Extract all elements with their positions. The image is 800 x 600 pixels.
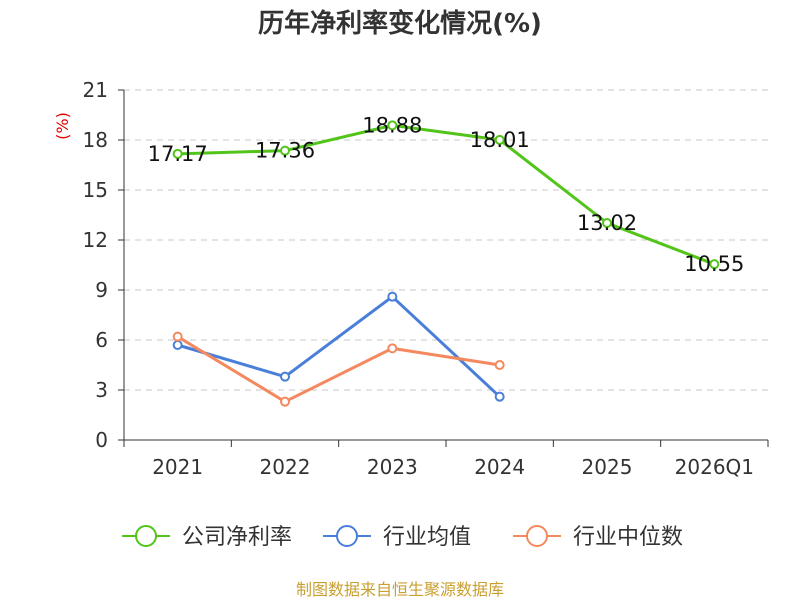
data-point (602, 218, 612, 228)
legend-label: 行业均值 (383, 525, 471, 550)
legend: 公司净利率 行业均值 行业中位数 (122, 525, 683, 550)
data-point (172, 340, 183, 350)
data-labels: 17.17 17.36 18.88 18.01 13.02 10.55 (148, 113, 745, 276)
legend-item-1[interactable]: 行业均值 (323, 525, 471, 550)
axes: 0 3 6 9 12 15 18 21 2021 2022 2023 2024 2025 2026Q1 (83, 78, 769, 479)
data-point (280, 371, 290, 382)
chart-title: 历年净利率变化情况(%) (258, 8, 542, 39)
data-point (494, 360, 505, 370)
y-tick-label: 21 (83, 78, 108, 102)
legend-marker (336, 525, 358, 547)
series-lines (172, 120, 720, 407)
y-tick-label: 3 (95, 378, 108, 402)
data-point (280, 145, 290, 156)
y-tick-label: 12 (83, 228, 108, 252)
data-label: 17.17 (148, 142, 208, 166)
source-note: 制图数据来自恒生聚源数据库 (296, 580, 504, 599)
data-point (709, 259, 720, 270)
data-point (280, 396, 290, 407)
y-tick-label: 6 (95, 328, 108, 352)
data-label: 18.01 (470, 128, 530, 152)
legend-label: 公司净利率 (182, 525, 292, 550)
grid-lines (124, 89, 768, 391)
data-point (387, 343, 398, 354)
data-label: 13.02 (577, 211, 637, 235)
data-point (387, 291, 398, 302)
series-line-0 (177, 123, 715, 266)
data-label: 18.88 (362, 113, 422, 137)
x-tick-label: 2022 (260, 455, 311, 479)
data-label: 10.55 (684, 252, 744, 276)
legend-marker (526, 525, 548, 547)
data-point (387, 120, 398, 131)
y-axis-unit: (%) (53, 112, 72, 140)
x-tick-label: 2025 (582, 455, 633, 479)
y-tick-label: 15 (83, 178, 108, 202)
series-line-1 (177, 295, 501, 398)
data-point (172, 331, 183, 342)
data-point (494, 134, 505, 145)
legend-item-2[interactable]: 行业中位数 (513, 525, 683, 550)
x-tick-label: 2023 (367, 455, 418, 479)
x-tick-label: 2026Q1 (675, 455, 754, 479)
legend-label: 行业中位数 (573, 525, 683, 550)
legend-marker (135, 525, 157, 547)
y-tick-label: 0 (95, 428, 108, 452)
y-tick-label: 9 (95, 278, 108, 302)
x-tick-label: 2021 (152, 455, 203, 479)
series-line-2 (176, 335, 500, 404)
legend-item-0[interactable]: 公司净利率 (122, 525, 292, 550)
data-point (172, 148, 183, 159)
x-tick-label: 2024 (474, 455, 525, 479)
data-point (494, 391, 505, 402)
y-tick-label: 18 (83, 128, 108, 152)
data-label: 17.36 (255, 139, 315, 163)
